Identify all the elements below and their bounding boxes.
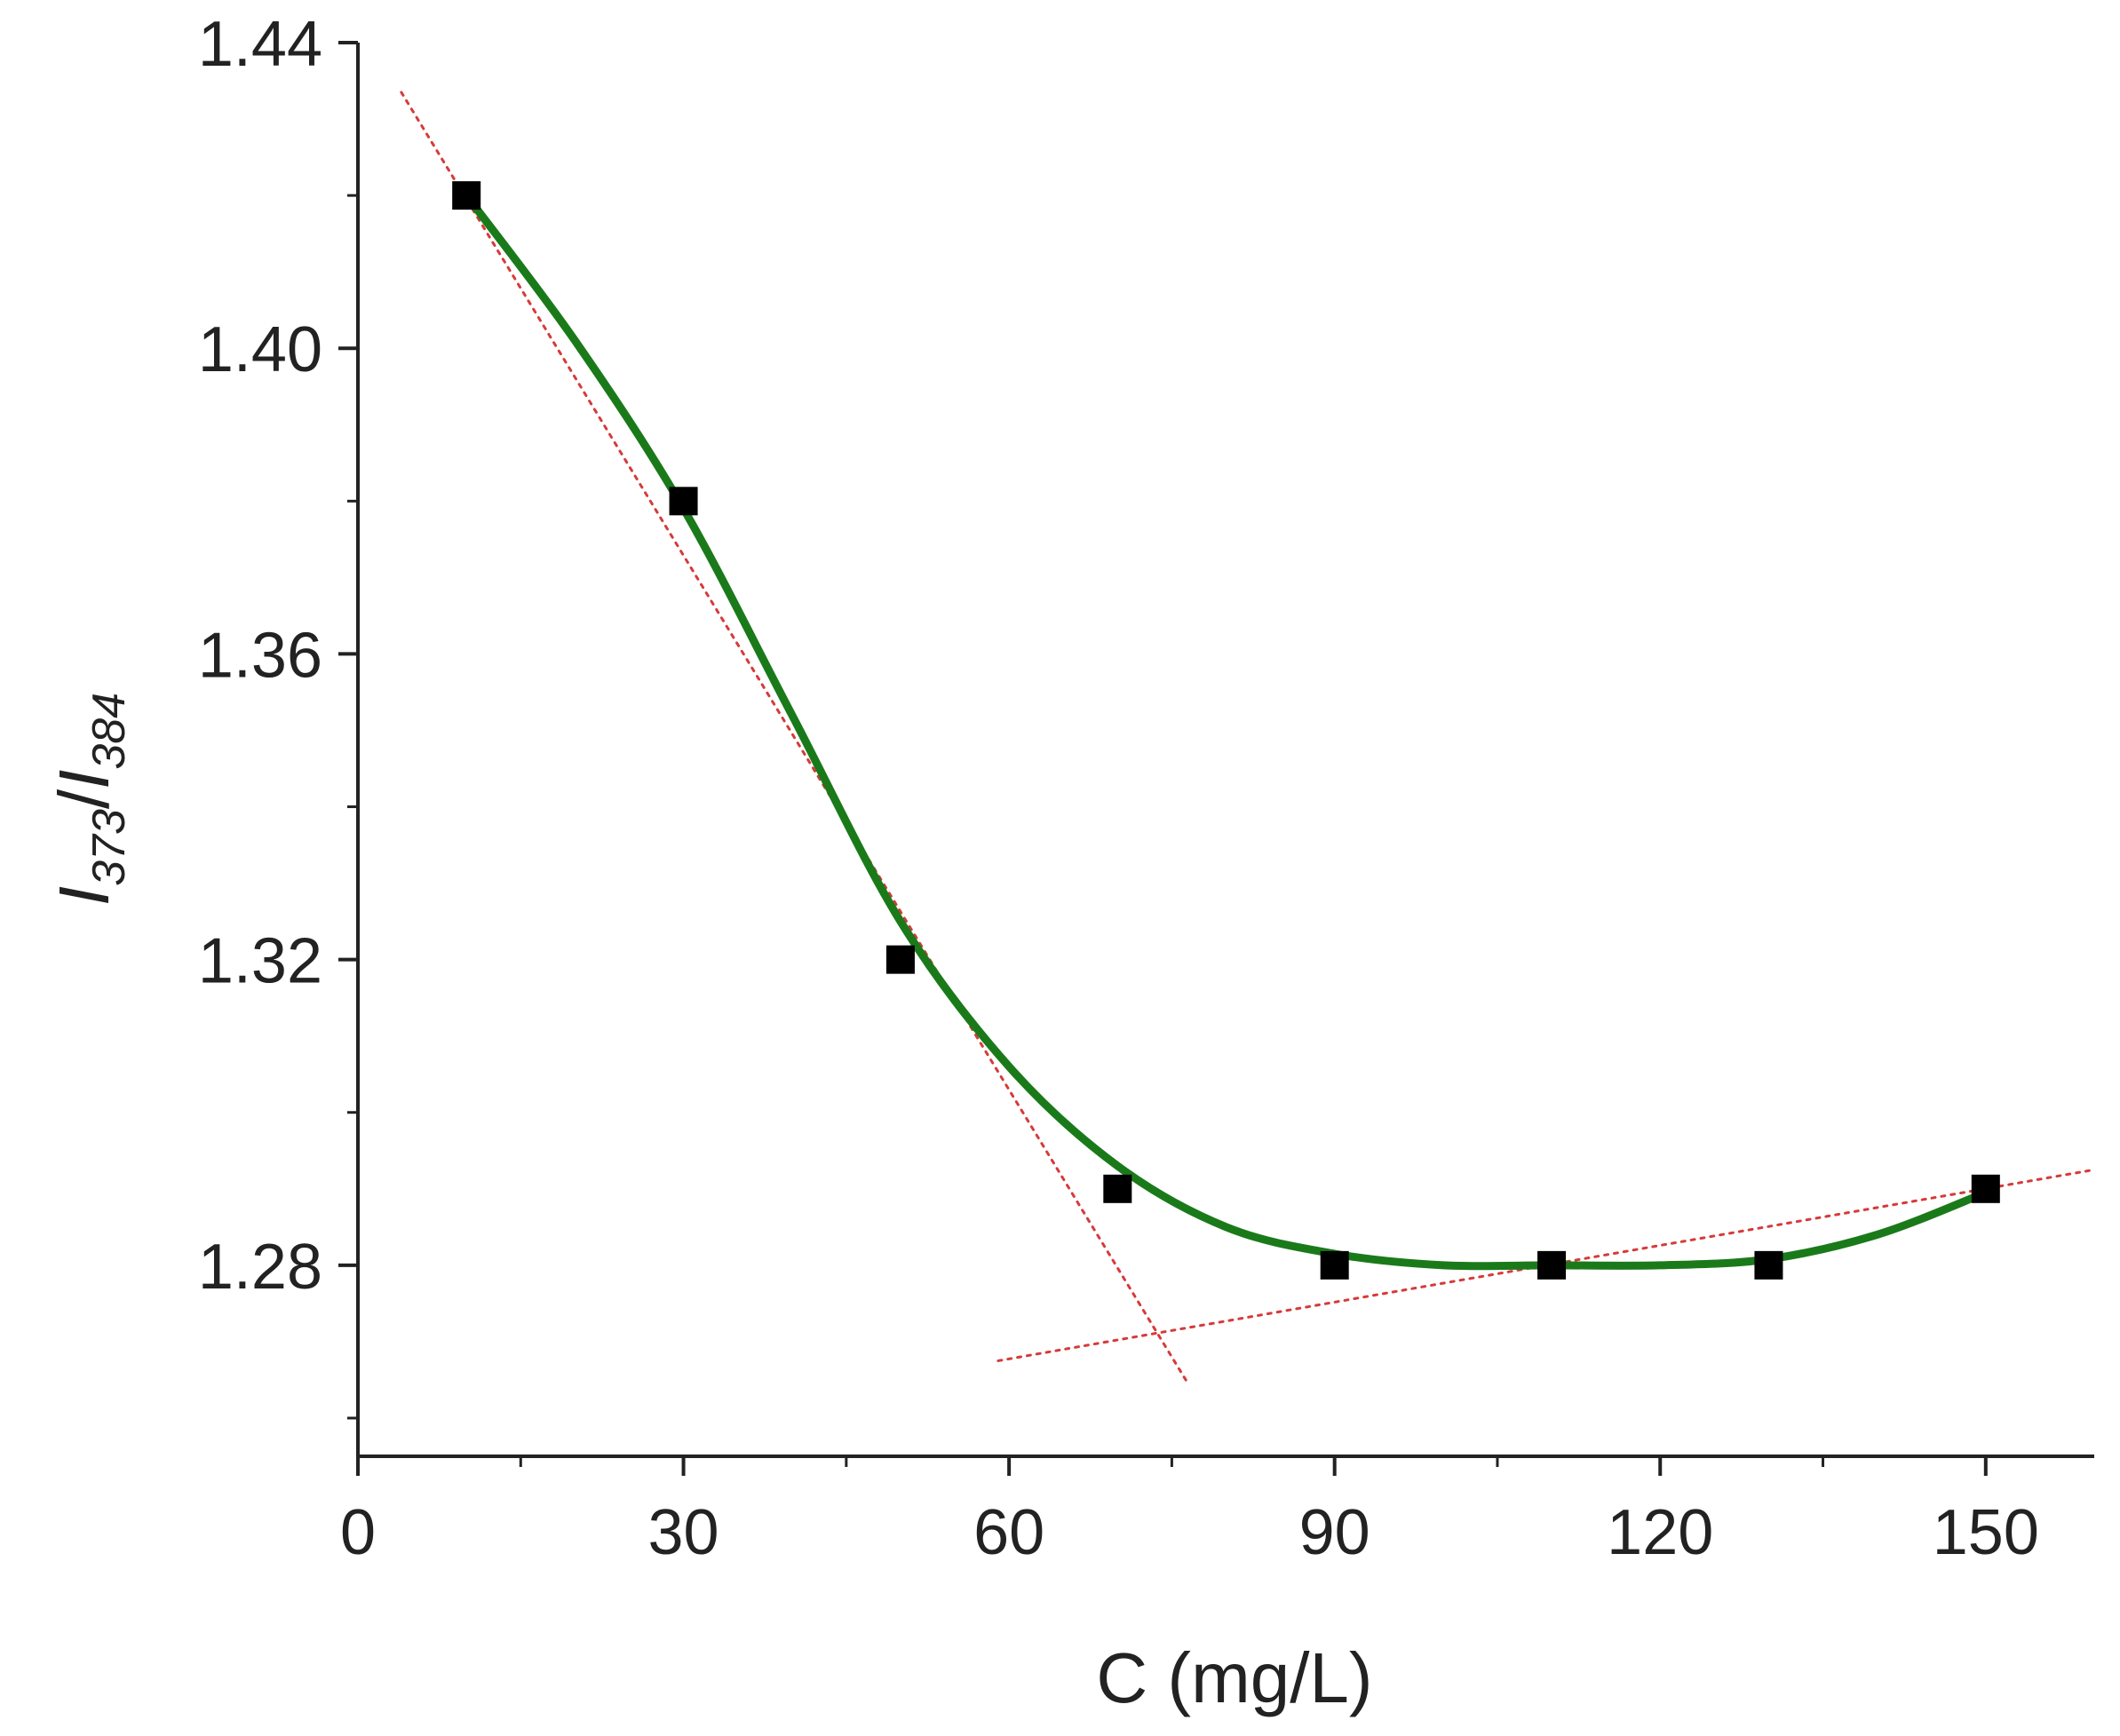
x-tick-label: 0 <box>340 1497 376 1568</box>
y-axis-var2: I <box>44 770 123 789</box>
y-axis-title: I373/I384 <box>44 693 135 906</box>
x-axis-title: C (mg/L) <box>1096 1638 1372 1717</box>
data-point <box>452 181 481 210</box>
y-tick-label: 1.40 <box>198 314 322 385</box>
x-tick-label: 90 <box>1299 1497 1370 1568</box>
y-tick-label: 1.44 <box>198 9 322 80</box>
data-point <box>885 945 915 974</box>
x-tick-label: 120 <box>1607 1497 1713 1568</box>
x-tick-label: 150 <box>1933 1497 2039 1568</box>
axes <box>356 43 2094 1458</box>
x-tick-label: 30 <box>648 1497 719 1568</box>
y-axis-sub2: 384 <box>83 693 135 770</box>
x-tick-label: 60 <box>973 1497 1044 1568</box>
data-point <box>669 487 698 516</box>
data-points <box>452 181 2000 1280</box>
tangent-line-1 <box>400 91 1190 1385</box>
y-axis-var1: I <box>44 886 123 906</box>
data-point <box>1971 1174 2000 1203</box>
y-axis-sub1: 373 <box>83 809 135 886</box>
y-tick-label: 1.28 <box>198 1232 322 1303</box>
data-point <box>1320 1250 1349 1280</box>
fit-curve-group <box>462 191 1990 1271</box>
x-ticks: 0 30 60 90 120 150 <box>340 1456 2039 1568</box>
y-ticks: 1.28 1.32 1.36 1.40 1.44 <box>198 9 358 1420</box>
y-tick-label: 1.32 <box>198 926 322 997</box>
data-point <box>1103 1174 1132 1203</box>
tangent-lines <box>400 91 2096 1385</box>
data-point <box>1537 1250 1567 1280</box>
data-point <box>1754 1250 1783 1280</box>
y-axis-slash: / <box>44 789 123 809</box>
y-tick-label: 1.36 <box>198 620 322 691</box>
fit-curve <box>462 191 1990 1271</box>
